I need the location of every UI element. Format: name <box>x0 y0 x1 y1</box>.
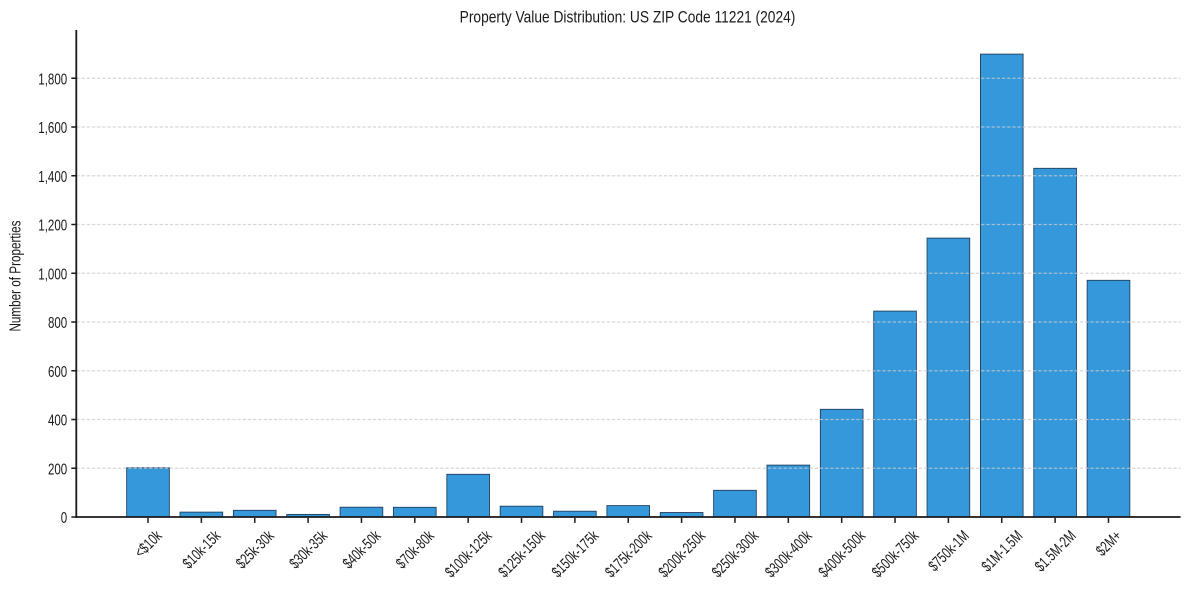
svg-text:1,600: 1,600 <box>38 119 67 136</box>
svg-text:1,400: 1,400 <box>38 168 67 185</box>
svg-text:0: 0 <box>61 509 68 526</box>
svg-text:Number of Properties: Number of Properties <box>7 220 24 331</box>
svg-text:600: 600 <box>48 363 68 380</box>
svg-text:Property Value Distribution: U: Property Value Distribution: US ZIP Code… <box>460 8 796 27</box>
svg-text:800: 800 <box>48 314 68 331</box>
svg-text:1,800: 1,800 <box>38 71 67 88</box>
svg-text:1,200: 1,200 <box>38 217 67 234</box>
svg-text:1,000: 1,000 <box>38 266 67 283</box>
svg-text:400: 400 <box>48 412 68 429</box>
svg-text:200: 200 <box>48 461 68 478</box>
